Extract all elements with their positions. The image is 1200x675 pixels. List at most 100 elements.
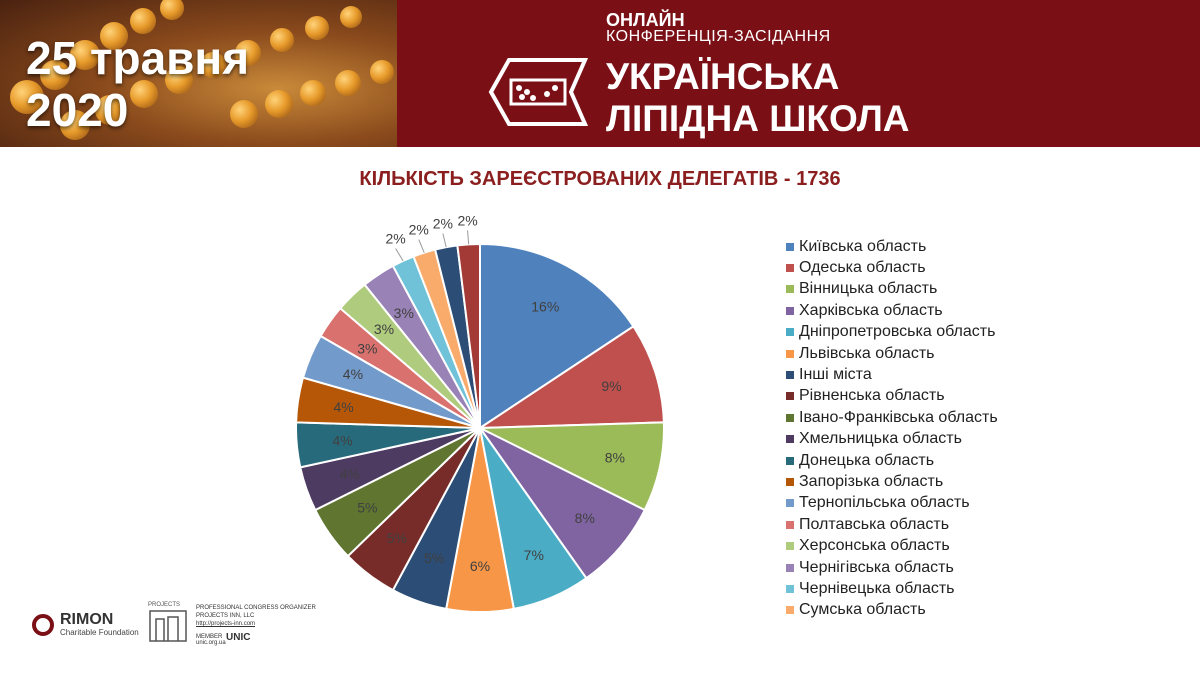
legend-swatch xyxy=(786,242,794,251)
legend-label: Херсонська область xyxy=(799,537,950,555)
membrane-bead xyxy=(270,28,294,52)
membrane-bead xyxy=(130,80,158,108)
legend-swatch xyxy=(786,563,794,572)
legend-swatch xyxy=(786,392,794,401)
slice-label: 2% xyxy=(433,215,453,231)
legend-item: Херсонська область xyxy=(786,535,998,556)
legend-item: Рівненська область xyxy=(786,386,998,407)
legend-label: Тернопільська область xyxy=(799,494,970,512)
membrane-bead xyxy=(10,80,44,114)
legend-item: Чернівецька область xyxy=(786,578,998,599)
legend-item: Інші міста xyxy=(786,364,998,385)
membrane-bead xyxy=(70,40,100,70)
membrane-bead xyxy=(160,0,184,20)
event-date: 25 травня 2020 xyxy=(26,32,249,136)
membrane-bead xyxy=(165,66,193,94)
lipid-school-logo-icon xyxy=(488,58,589,126)
legend-label: Вінницька область xyxy=(799,280,938,298)
pie-slice xyxy=(479,242,635,430)
slice-label: 3% xyxy=(374,321,394,337)
member-url: unic.org.ua xyxy=(196,640,226,646)
legend-label: Рівненська область xyxy=(799,387,945,405)
projects-inn-logo-icon xyxy=(149,610,187,642)
slice-label: 2% xyxy=(409,222,429,238)
projects-label: PROJECTS xyxy=(148,602,181,608)
member-label: MEMBER xyxy=(196,634,223,640)
membrane-bead xyxy=(235,40,261,66)
legend-label: Івано-Франківська область xyxy=(799,408,998,426)
pco-line3: http://projects-inn.com xyxy=(196,621,256,627)
slice-label: 5% xyxy=(387,530,407,546)
legend-swatch xyxy=(786,584,794,593)
legend-label: Інші міста xyxy=(799,366,872,384)
slice-label: 4% xyxy=(340,466,360,482)
legend-swatch xyxy=(786,285,794,294)
legend-item: Запорізька область xyxy=(786,471,998,492)
member-info: MEMBER unic.org.ua xyxy=(196,634,226,646)
legend-swatch xyxy=(786,349,794,358)
legend-item: Чернігівська область xyxy=(786,557,998,578)
legend-label: Сумська область xyxy=(799,601,926,619)
legend-label: Львівська область xyxy=(799,344,935,362)
conference-label: КОНФЕРЕНЦІЯ-ЗАСІДАННЯ xyxy=(606,28,831,45)
pco-line2: PROJECTS INN, LLC xyxy=(196,613,255,619)
pie-slice xyxy=(476,324,665,430)
slice-label: 7% xyxy=(524,547,544,563)
date-year: 2020 xyxy=(26,84,129,136)
legend-swatch xyxy=(786,306,794,315)
slice-label: 4% xyxy=(332,433,352,449)
legend-swatch xyxy=(786,264,794,273)
membrane-bead xyxy=(340,6,362,28)
slice-label: 3% xyxy=(394,305,414,321)
slice-label: 9% xyxy=(601,378,621,394)
date-day-month: 25 травня xyxy=(26,32,250,84)
slice-label: 2% xyxy=(457,212,477,228)
slice-label: 8% xyxy=(575,510,595,526)
legend-item: Одеська область xyxy=(786,257,998,278)
lipid-membrane-image xyxy=(0,0,397,147)
legend-label: Дніпропетровська область xyxy=(799,323,996,341)
membrane-bead xyxy=(370,60,394,84)
membrane-bead xyxy=(40,60,70,90)
legend-item: Полтавська область xyxy=(786,514,998,535)
legend-label: Донецька область xyxy=(799,451,935,469)
membrane-bead xyxy=(200,52,226,78)
pie-slice xyxy=(479,427,647,580)
school-title: УКРАЇНСЬКА ЛІПІДНА ШКОЛА xyxy=(606,56,910,140)
school-title-line1: УКРАЇНСЬКА xyxy=(606,56,840,97)
legend-swatch xyxy=(786,477,794,486)
slice-label: 5% xyxy=(357,500,377,516)
membrane-bead xyxy=(100,22,128,50)
legend-swatch xyxy=(786,328,794,337)
membrane-bead xyxy=(335,70,361,96)
membrane-bead xyxy=(305,16,329,40)
leader-line xyxy=(442,233,447,248)
membrane-bead xyxy=(60,110,90,140)
legend-swatch xyxy=(786,520,794,529)
legend-item: Дніпропетровська область xyxy=(786,322,998,343)
school-title-line2: ЛІПІДНА ШКОЛА xyxy=(606,98,910,139)
leader-line xyxy=(467,230,470,245)
legend-label: Запорізька область xyxy=(799,472,944,490)
unic-badge: UNIC xyxy=(226,632,251,643)
legend-item: Тернопільська область xyxy=(786,493,998,514)
membrane-bead xyxy=(95,95,125,125)
legend-item: Сумська область xyxy=(786,600,998,621)
membrane-bead xyxy=(230,100,258,128)
rimon-name: RIMON xyxy=(60,611,114,628)
rimon-subtitle: Charitable Foundation xyxy=(60,628,139,637)
pie-slice xyxy=(479,421,665,512)
legend-swatch xyxy=(786,542,794,551)
legend-swatch xyxy=(786,413,794,422)
leader-line xyxy=(418,239,425,253)
pie-slice xyxy=(456,242,481,429)
legend-item: Київська область xyxy=(786,236,998,257)
pco-info: PROFESSIONAL CONGRESS ORGANIZER PROJECTS… xyxy=(196,604,316,628)
leader-line xyxy=(395,248,404,262)
rimon-mark-icon xyxy=(32,613,54,636)
online-label: ОНЛАЙН xyxy=(606,10,685,30)
legend-item: Івано-Франківська область xyxy=(786,407,998,428)
slice-label: 5% xyxy=(424,550,444,566)
slice-label: 4% xyxy=(343,366,363,382)
